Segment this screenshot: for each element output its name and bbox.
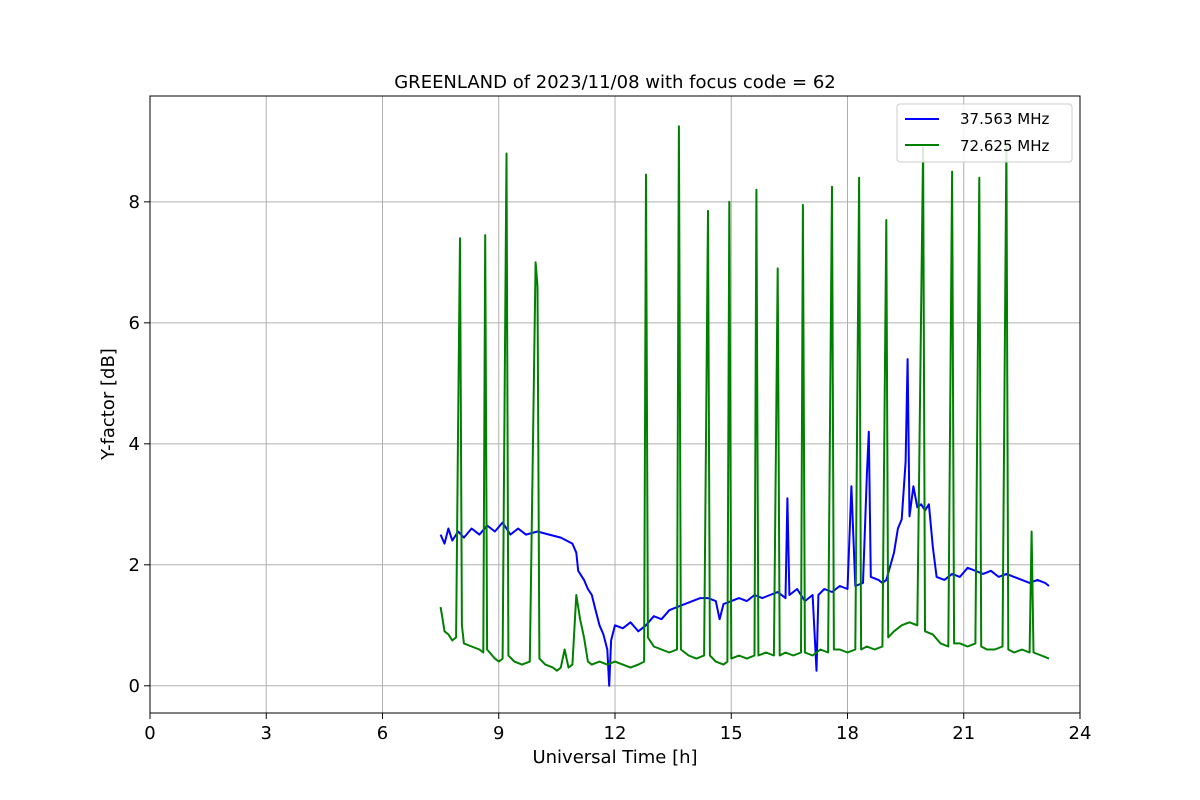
chart-title: GREENLAND of 2023/11/08 with focus code … (394, 72, 836, 93)
x-tick-label: 9 (493, 723, 504, 744)
x-tick-label: 12 (604, 723, 627, 744)
x-tick-label: 6 (377, 723, 388, 744)
y-tick-label: 0 (129, 676, 140, 697)
legend: 37.563 MHz 72.625 MHz (896, 103, 1073, 163)
y-tick-label: 8 (129, 192, 140, 213)
x-tick-label: 15 (720, 723, 743, 744)
x-tick-label: 21 (952, 723, 975, 744)
x-axis-title: Universal Time [h] (532, 747, 697, 768)
series-line-2 (439, 125, 1050, 672)
x-tick-label: 24 (1069, 723, 1092, 744)
x-tick-label: 3 (261, 723, 272, 744)
series-layer (439, 125, 1050, 687)
y-axis-title: Y-factor [dB] (98, 348, 119, 461)
y-tick-label: 2 (129, 555, 140, 576)
y-tick-label: 6 (129, 313, 140, 334)
x-tick-label: 18 (836, 723, 859, 744)
legend-label-series-1: 37.563 MHz (960, 110, 1049, 128)
legend-box (896, 103, 1073, 163)
x-tick-label: 0 (144, 723, 155, 744)
legend-label-series-2: 72.625 MHz (960, 137, 1049, 155)
series-line-1 (439, 358, 1050, 687)
y-tick-label: 4 (129, 434, 140, 455)
